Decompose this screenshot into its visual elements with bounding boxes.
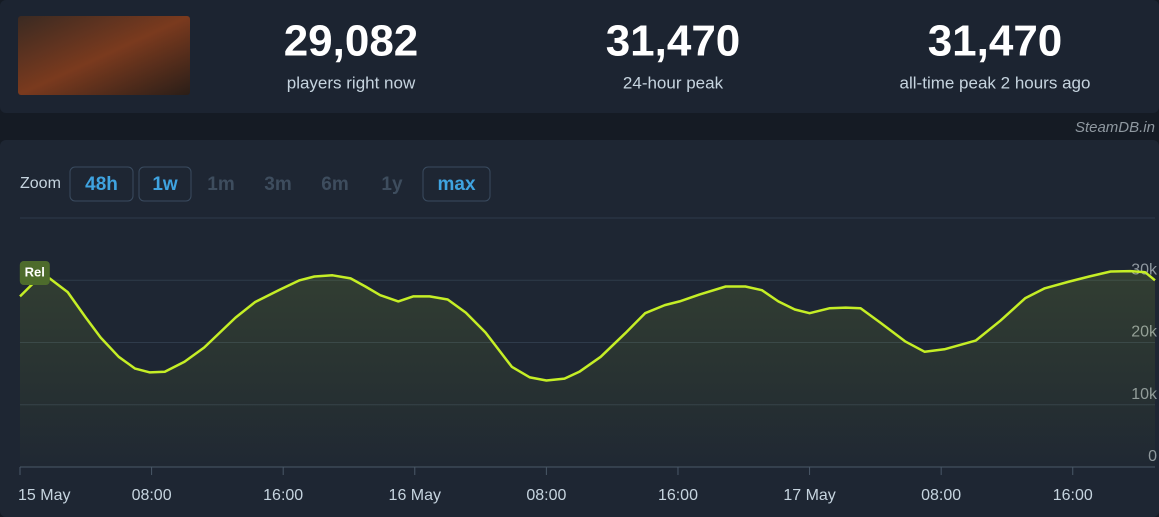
line-area: [20, 271, 1155, 467]
zoom-button-label[interactable]: 1y: [381, 174, 403, 195]
x-tick-label: 16:00: [263, 487, 303, 504]
x-tick-label: 16:00: [1053, 487, 1093, 504]
x-tick-label: 17 May: [783, 487, 835, 504]
stat-label: 24-hour peak: [623, 73, 724, 92]
watermark: SteamDB.in: [1075, 119, 1155, 136]
x-tick-label: 16:00: [658, 487, 698, 504]
x-tick-label: 08:00: [526, 487, 566, 504]
zoom-button[interactable]: [69, 166, 134, 202]
zoom-label: Zoom: [20, 175, 61, 192]
zoom-button-label[interactable]: 1m: [207, 174, 234, 195]
zoom-button-label[interactable]: 48h: [85, 174, 118, 195]
zoom-button-label[interactable]: max: [437, 174, 475, 195]
x-tick-label: 08:00: [132, 487, 172, 504]
stat-label: all-time peak 2 hours ago: [900, 73, 1091, 92]
stat-value: 31,470: [606, 17, 741, 66]
x-tick-label: 15 May: [18, 487, 70, 504]
header-panel: [0, 0, 1159, 113]
stat-value: 29,082: [284, 17, 419, 66]
zoom-button-label[interactable]: 1w: [152, 174, 178, 195]
x-tick-label: 16 May: [389, 487, 441, 504]
release-flag[interactable]: [19, 261, 50, 285]
release-flag-label[interactable]: Rel: [25, 264, 45, 279]
game-logo[interactable]: [18, 16, 190, 95]
stat-value: 31,470: [928, 17, 1063, 66]
x-tick-label: 08:00: [921, 487, 961, 504]
zoom-button-label[interactable]: 3m: [264, 174, 291, 195]
zoom-button[interactable]: [138, 166, 192, 202]
zoom-button-label[interactable]: 6m: [321, 174, 348, 195]
zoom-button[interactable]: [422, 166, 491, 202]
stat-label: players right now: [287, 73, 416, 92]
line: [19, 269, 1156, 382]
